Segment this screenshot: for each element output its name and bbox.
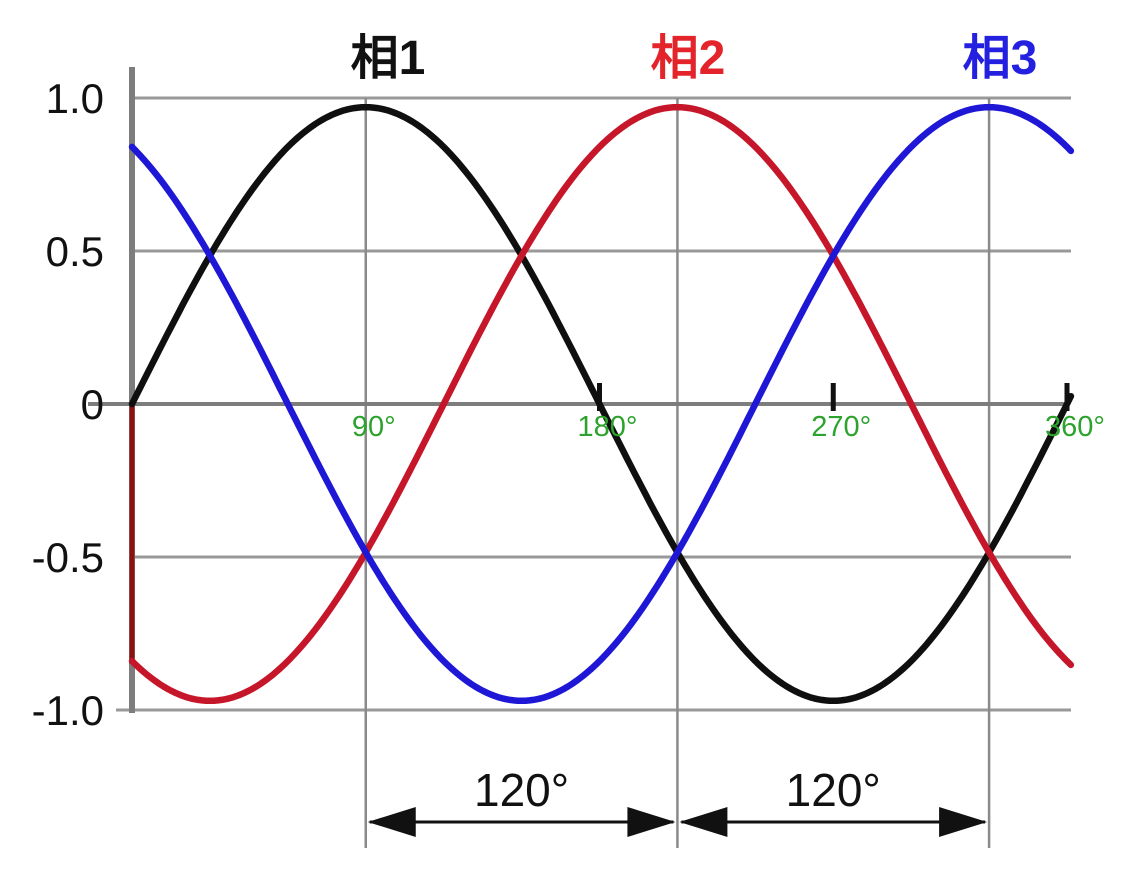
phase-2-title: 相2 bbox=[651, 32, 726, 85]
x-tick-label: 360° bbox=[1045, 411, 1105, 443]
dimension-label: 120° bbox=[786, 764, 881, 816]
phase-1-curve bbox=[128, 103, 1075, 705]
x-tick-label: 90° bbox=[352, 411, 396, 443]
dimension-label: 120° bbox=[474, 764, 569, 816]
arrowhead-left bbox=[367, 807, 416, 837]
phase-3-curve bbox=[128, 103, 1075, 705]
y-tick-label: 0.5 bbox=[46, 228, 104, 275]
gridlines bbox=[116, 96, 1071, 848]
y-tick-label: 1.0 bbox=[46, 75, 104, 122]
arrowhead-right bbox=[627, 807, 676, 837]
arrowhead-left bbox=[679, 807, 728, 837]
y-tick-label: -1.0 bbox=[32, 687, 104, 734]
phase-titles: 相1 相2 相3 bbox=[351, 32, 1038, 85]
axis-tick-labels: 90° 180° 270° 360° 1.0 0.5 0 -0.5 -1.0 bbox=[32, 75, 1105, 734]
curves bbox=[128, 103, 1075, 705]
y-tick-label: 0 bbox=[81, 381, 104, 428]
phase-2-curve bbox=[128, 103, 1075, 705]
phase-3-title: 相3 bbox=[963, 32, 1038, 85]
phase-1-title: 相1 bbox=[351, 32, 426, 85]
y-tick-label: -0.5 bbox=[32, 534, 104, 581]
arrowhead-right bbox=[939, 807, 988, 837]
x-tick-label: 180° bbox=[578, 411, 638, 443]
dimension-annotations: 120° 120° bbox=[367, 764, 988, 837]
x-tick-label: 270° bbox=[811, 411, 871, 443]
axes bbox=[88, 67, 1070, 713]
